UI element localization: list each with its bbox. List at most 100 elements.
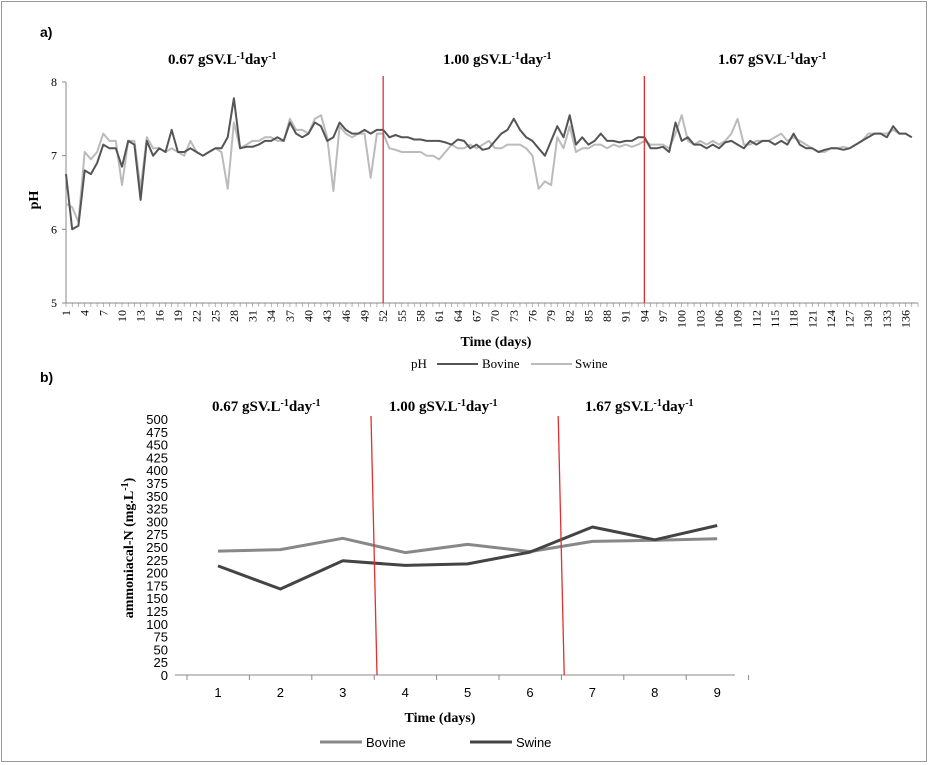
panel-a-y-axis: 5 6 7 8	[51, 75, 66, 310]
panel-a-x-tick-label: 46	[339, 310, 353, 322]
panel-a-x-axis: 1 4 7 10 13 16 19 22 25 28 31 34 37 40 43 46 49 52 55 58 61 6…	[59, 303, 919, 328]
panel-a-x-tick-label: 31	[246, 310, 260, 322]
panel-a-x-tick-label: 13	[134, 310, 148, 322]
panel-b-label: b)	[40, 369, 53, 385]
panel-a-x-tick-label: 112	[749, 310, 763, 328]
panel-a-x-tick-label: 25	[208, 310, 222, 322]
panel-b-legend: Bovine Swine	[320, 735, 551, 750]
panel-a-period-2: 1.00 gSV.L-1day-1	[443, 51, 552, 69]
panel-b-y-tick-label: 425	[146, 450, 168, 465]
panel-b-y-tick-label: 150	[146, 591, 168, 606]
panel-b-series-bovine	[217, 536, 718, 555]
panel-a-x-tick-label: 52	[376, 310, 390, 322]
panel-b-chart: b) 0.67 gSV.L-1day-1 1.00 gSV.L-1day-1 1…	[40, 369, 750, 750]
panel-a-x-tick-label: 91	[619, 310, 633, 322]
panel-b-x-tick-label: 9	[714, 685, 721, 700]
panel-a-period-1: 0.67 gSV.L-1day-1	[168, 51, 277, 69]
panel-b-y-axis: 0255075100125150175200225250275300325350…	[146, 412, 168, 683]
panel-a-chart: a) 0.67 gSV.L-1day-1 1.00 gSV.L-1day-1 1…	[27, 24, 919, 371]
panel-a-x-tick-label: 130	[861, 310, 875, 328]
panel-b-y-tick-label: 175	[146, 578, 168, 593]
panel-b-y-axis-title: ammoniacal-N (mg.L-1)	[120, 477, 138, 618]
panel-b-period-1: 0.67 gSV.L-1day-1	[212, 398, 321, 416]
panel-b-y-tick-label: 0	[161, 668, 168, 683]
panel-b-x-tick-label: 4	[402, 685, 409, 700]
panel-a-y-tick-label: 7	[51, 149, 57, 163]
panel-b-y-tick-label: 75	[154, 630, 168, 645]
panel-a-x-axis-title: Time (days)	[461, 335, 532, 350]
panel-a-x-tick-label: 79	[544, 310, 558, 322]
panel-b-y-tick-label: 50	[154, 642, 168, 657]
panel-a-x-tick-label: 85	[581, 310, 595, 322]
panel-a-x-tick-label: 73	[507, 310, 521, 322]
panel-a-x-tick-label: 94	[637, 310, 651, 322]
panel-b-period-boundaries	[370, 415, 565, 676]
panel-a-series-swine	[65, 114, 913, 223]
panel-b-y-tick-label: 300	[146, 514, 168, 529]
panel-b-y-tick-label: 250	[146, 540, 168, 555]
panel-b-x-axis: 1 2 3 4 5 6 7 8 9	[186, 675, 750, 700]
panel-a-x-tick-label: 136	[899, 310, 913, 328]
panel-a-x-tick-label: 61	[432, 310, 446, 322]
panel-a-x-tick-label: 55	[395, 310, 409, 322]
panel-b-y-tick-label: 100	[146, 617, 168, 632]
panel-b-period-2: 1.00 gSV.L-1day-1	[389, 398, 498, 416]
panel-a-period-boundaries	[382, 76, 646, 303]
panel-b-y-tick-label: 400	[146, 463, 168, 478]
panel-b-x-tick-label: 1	[214, 685, 221, 700]
panel-b-period-boundary	[557, 415, 565, 676]
panel-a-x-tick-label: 76	[525, 310, 539, 322]
panel-a-x-tick-label: 7	[96, 310, 110, 316]
panel-a-legend: pH Bovine Swine	[411, 356, 608, 371]
panel-a-legend-bovine: Bovine	[482, 356, 520, 371]
panel-a-period-3: 1.67 gSV.L-1day-1	[718, 51, 827, 69]
panel-a-x-tick-label: 106	[712, 310, 726, 328]
panel-a-x-tick-label: 115	[768, 310, 782, 328]
panel-b-y-tick-label: 475	[146, 425, 168, 440]
panel-b-series-group	[217, 524, 718, 591]
panel-b-y-tick-label: 350	[146, 489, 168, 504]
panel-a-x-tick-label: 88	[600, 310, 614, 322]
panel-a-x-tick-label: 118	[787, 310, 801, 328]
panel-b-x-tick-label: 5	[464, 685, 471, 700]
panel-a-label: a)	[40, 24, 52, 40]
panel-a-x-tick-label: 37	[283, 310, 297, 322]
panel-b-x-tick-label: 8	[651, 685, 658, 700]
panel-b-y-tick-label: 225	[146, 553, 168, 568]
panel-a-y-axis-title: pH	[27, 191, 42, 210]
panel-a-x-tick-label: 43	[320, 310, 334, 322]
panel-a-x-tick-label: 133	[880, 310, 894, 328]
panel-a-x-tick-label: 67	[469, 310, 483, 322]
panel-b-y-tick-label: 200	[146, 566, 168, 581]
panel-a-x-tick-label: 103	[693, 310, 707, 328]
panel-b-y-tick-label: 500	[146, 412, 168, 427]
panel-a-y-tick-label: 5	[51, 296, 57, 310]
panel-a-legend-title: pH	[411, 356, 427, 371]
panel-a-x-tick-label: 19	[171, 310, 185, 322]
panel-b-period-3: 1.67 gSV.L-1day-1	[585, 398, 694, 416]
panel-b-y-tick-label: 125	[146, 604, 168, 619]
panel-a-x-tick-label: 28	[227, 310, 241, 322]
panel-b-x-tick-label: 6	[526, 685, 533, 700]
panel-a-x-tick-label: 4	[78, 310, 92, 316]
panel-b-legend-bovine: Bovine	[366, 735, 406, 750]
panel-a-x-tick-label: 97	[656, 310, 670, 322]
panel-b-x-axis-title: Time (days)	[405, 711, 476, 726]
panel-b-period-boundary	[370, 415, 378, 676]
panel-b-y-tick-label: 325	[146, 502, 168, 517]
panel-a-x-tick-label: 1	[59, 310, 73, 316]
panel-a-y-tick-label: 6	[51, 222, 57, 236]
panel-a-legend-swine: Swine	[575, 356, 608, 371]
panel-a-x-tick-label: 49	[358, 310, 372, 322]
panel-b-x-tick-label: 2	[277, 685, 284, 700]
panel-a-x-tick-label: 124	[824, 310, 838, 328]
panel-a-series-bovine	[65, 97, 913, 231]
panel-a-x-tick-label: 70	[488, 310, 502, 322]
panel-b-series-swine	[217, 524, 718, 591]
panel-a-x-tick-label: 127	[843, 310, 857, 328]
panel-a-x-tick-label: 109	[731, 310, 745, 328]
panel-a-x-tick-label: 64	[451, 310, 465, 322]
panel-b-x-tick-label: 3	[339, 685, 346, 700]
